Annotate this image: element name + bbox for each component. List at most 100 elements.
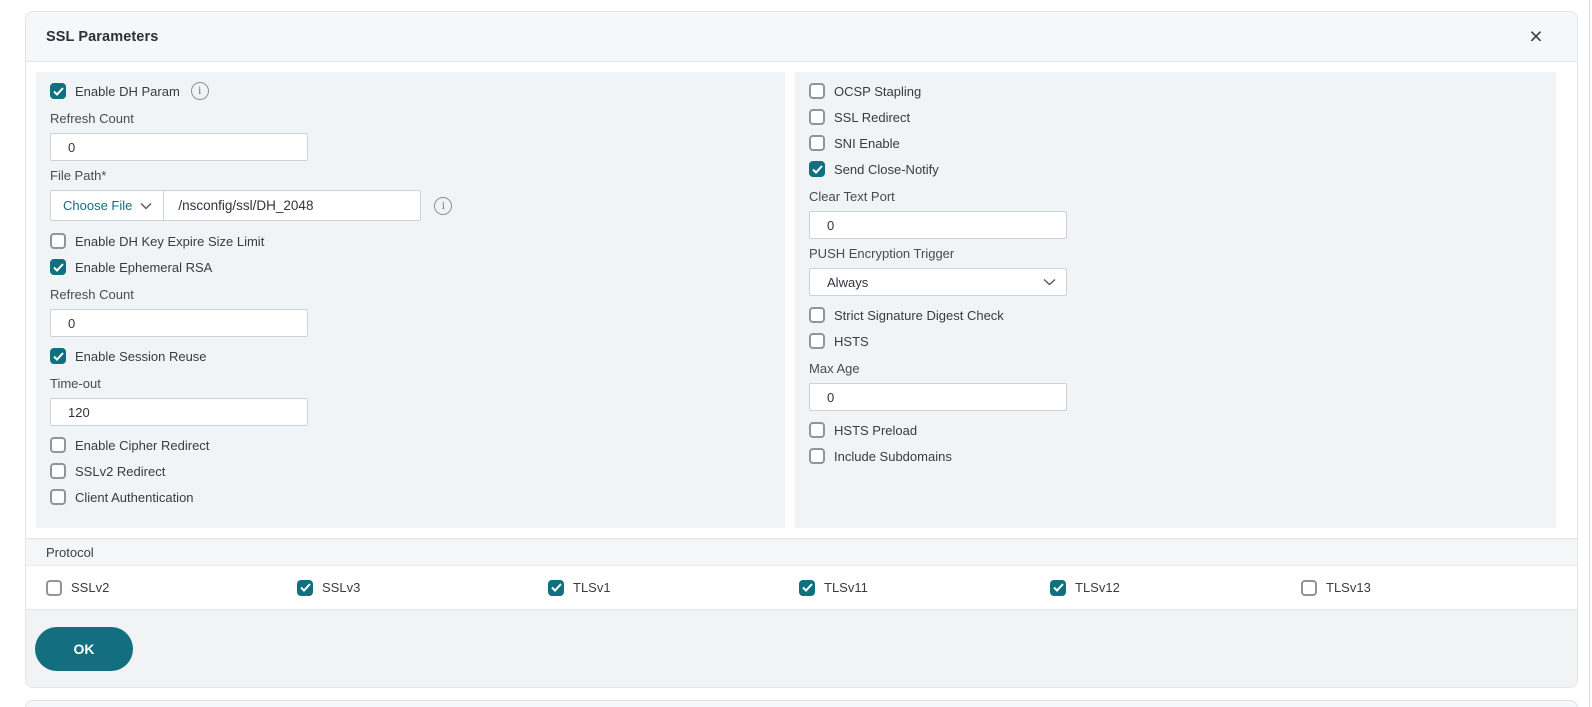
checkbox-icon [809, 135, 826, 151]
checkbox-enable-cipher-redirect[interactable]: Enable Cipher Redirect [50, 432, 209, 458]
checkbox-enable-dh-key-expire-size-limit[interactable]: Enable DH Key Expire Size Limit [50, 228, 264, 254]
dialog-header: SSL Parameters × [26, 12, 1577, 62]
info-icon[interactable]: i [434, 196, 453, 215]
timeout-input[interactable] [50, 398, 308, 426]
info-icon[interactable]: i [190, 82, 209, 100]
checkbox-icon [809, 161, 826, 177]
checkbox-icon [1050, 579, 1066, 596]
checkbox-icon [50, 463, 66, 479]
checkbox-icon [50, 437, 66, 453]
protocol-checkbox-row: SSLv2 SSLv3 TLSv1 TLSv11 [26, 566, 1577, 610]
checkbox-icon [297, 579, 313, 596]
ssl-parameters-dialog: SSL Parameters × Enable DH Param i Refre… [25, 11, 1578, 688]
checkbox-icon [50, 348, 66, 364]
checkbox-label: SNI Enable [834, 135, 900, 151]
refresh-count-input[interactable] [50, 133, 308, 161]
checkbox-ocsp-stapling[interactable]: OCSP Stapling [809, 78, 921, 104]
checkbox-label: SSLv3 [322, 580, 361, 595]
dialog-footer: OK [26, 610, 1577, 687]
checkbox-icon [1301, 579, 1317, 596]
max-age-label: Max Age [809, 361, 860, 376]
checkbox-hsts-preload[interactable]: HSTS Preload [809, 417, 917, 443]
checkbox-ssl-redirect[interactable]: SSL Redirect [809, 104, 910, 130]
selected-option: Always [827, 274, 869, 290]
checkbox-icon [46, 579, 62, 596]
checkbox-tlsv1[interactable]: TLSv1 [548, 575, 611, 601]
checkbox-icon [548, 579, 564, 596]
next-panel-edge [25, 700, 1578, 707]
checkbox-sni-enable[interactable]: SNI Enable [809, 130, 900, 156]
dialog-title: SSL Parameters [46, 28, 159, 45]
checkbox-tlsv12[interactable]: TLSv12 [1050, 575, 1120, 601]
timeout-label: Time-out [50, 376, 101, 391]
checkbox-icon [809, 448, 826, 464]
checkbox-label: TLSv12 [1075, 580, 1120, 595]
checkbox-label: Strict Signature Digest Check [834, 307, 1004, 323]
checkbox-label: Client Authentication [75, 489, 194, 505]
checkbox-icon [809, 333, 826, 349]
checkbox-label: SSLv2 Redirect [75, 463, 166, 479]
checkbox-label: TLSv1 [573, 580, 611, 595]
refresh-count-label: Refresh Count [50, 111, 134, 126]
checkbox-client-authentication[interactable]: Client Authentication [50, 484, 194, 510]
checkbox-label: TLSv11 [824, 580, 868, 595]
max-age-input[interactable] [809, 383, 1068, 411]
refresh-count-input-2[interactable] [50, 309, 308, 337]
checkbox-include-subdomains[interactable]: Include Subdomains [809, 443, 952, 469]
page-edge-divider [1589, 0, 1590, 707]
checkbox-label: Send Close-Notify [834, 161, 939, 177]
checkbox-label: Enable DH Key Expire Size Limit [75, 233, 265, 249]
checkbox-label: HSTS [834, 333, 869, 349]
checkbox-enable-session-reuse[interactable]: Enable Session Reuse [50, 343, 207, 369]
choose-file-label: Choose File [63, 198, 133, 213]
right-settings-panel: OCSP Stapling SSL Redirect SNI Enable [795, 72, 1556, 528]
checkbox-enable-ephemeral-rsa[interactable]: Enable Ephemeral RSA [50, 254, 212, 280]
checkbox-label: Enable Session Reuse [75, 348, 207, 364]
checkbox-icon [809, 109, 826, 125]
clear-text-port-label: Clear Text Port [809, 189, 895, 204]
left-settings-panel: Enable DH Param i Refresh Count File Pat… [36, 72, 786, 528]
chevron-down-icon [1043, 278, 1056, 286]
checkbox-label: HSTS Preload [834, 422, 918, 438]
file-path-input[interactable] [164, 191, 421, 220]
clear-text-port-input[interactable] [809, 211, 1068, 239]
checkbox-label: SSLv2 [71, 580, 110, 595]
checkbox-label: OCSP Stapling [834, 83, 922, 99]
chevron-down-icon [140, 202, 152, 210]
protocol-section-header: Protocol [26, 538, 1577, 566]
checkbox-label: Include Subdomains [834, 448, 952, 464]
dialog-body: Enable DH Param i Refresh Count File Pat… [26, 62, 1577, 538]
push-encryption-trigger-select[interactable]: Always [809, 268, 1068, 296]
file-path-field: Choose File i [50, 190, 771, 221]
checkbox-icon [50, 233, 66, 249]
checkbox-enable-dh-param[interactable]: Enable DH Param i [50, 78, 209, 104]
checkbox-icon [799, 579, 815, 596]
checkbox-label: Enable DH Param [75, 83, 180, 99]
checkbox-strict-signature-digest-check[interactable]: Strict Signature Digest Check [809, 302, 1004, 328]
choose-file-button[interactable]: Choose File [51, 191, 165, 220]
checkbox-sslv3[interactable]: SSLv3 [297, 575, 360, 601]
close-icon[interactable]: × [1529, 23, 1543, 49]
push-encryption-trigger-label: PUSH Encryption Trigger [809, 246, 955, 261]
checkbox-sslv2-redirect[interactable]: SSLv2 Redirect [50, 458, 165, 484]
file-path-control: Choose File [50, 190, 422, 221]
checkbox-hsts[interactable]: HSTS [809, 328, 869, 354]
checkbox-tlsv11[interactable]: TLSv11 [799, 575, 868, 601]
checkbox-icon [50, 489, 66, 505]
checkbox-label: TLSv13 [1326, 580, 1371, 595]
checkbox-send-close-notify[interactable]: Send Close-Notify [809, 156, 939, 182]
refresh-count-label: Refresh Count [50, 287, 134, 302]
ok-button[interactable]: OK [35, 626, 133, 671]
file-path-label: File Path* [50, 168, 107, 183]
checkbox-label: Enable Cipher Redirect [75, 437, 210, 453]
checkbox-sslv2[interactable]: SSLv2 [46, 575, 109, 601]
checkbox-icon [809, 422, 826, 438]
checkbox-tlsv13[interactable]: TLSv13 [1301, 575, 1371, 601]
checkbox-icon [50, 83, 66, 99]
checkbox-icon [50, 259, 66, 275]
checkbox-icon [809, 307, 826, 323]
protocol-section-title: Protocol [46, 544, 94, 560]
checkbox-label: SSL Redirect [834, 109, 911, 125]
checkbox-label: Enable Ephemeral RSA [75, 259, 213, 275]
